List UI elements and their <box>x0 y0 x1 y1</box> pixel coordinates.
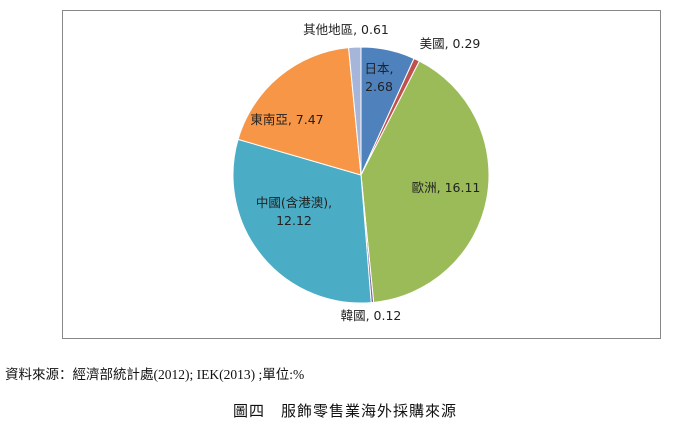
data-label: 中國(含港澳), 12.12 <box>255 195 333 228</box>
data-label: 東南亞, 7.47 <box>250 112 324 127</box>
pie-slice <box>360 60 490 303</box>
pie-slice <box>348 46 362 176</box>
pie <box>232 46 490 304</box>
pie-slice <box>232 138 372 304</box>
data-label: 韓國, 0.12 <box>340 308 402 323</box>
data-label: 美國, 0.29 <box>419 36 481 51</box>
pie-slice <box>237 47 362 176</box>
data-label: 其他地區, 0.61 <box>303 22 389 37</box>
source-note: 資料來源：經濟部統計處(2012); IEK(2013) ;單位:% <box>5 367 305 382</box>
caption: 圖四 服飾零售業海外採購來源 <box>232 404 457 420</box>
data-label: 歐洲, 16.11 <box>411 180 481 195</box>
data-label: 日本, 2.68 <box>364 61 394 94</box>
